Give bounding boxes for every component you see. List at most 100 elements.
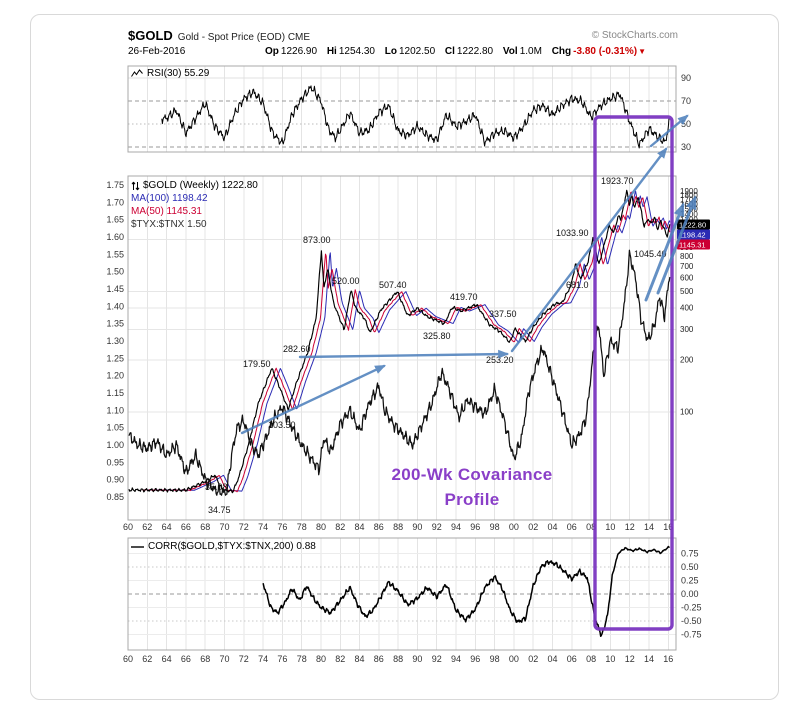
svg-text:72: 72 xyxy=(239,522,249,532)
svg-text:96: 96 xyxy=(470,654,480,664)
open-value: 1226.90 xyxy=(280,46,318,57)
svg-text:78: 78 xyxy=(297,654,307,664)
price-tag xyxy=(677,229,710,240)
svg-text:92: 92 xyxy=(432,654,442,664)
svg-text:1.10: 1.10 xyxy=(106,405,124,415)
price-annotation: 1923.70 xyxy=(601,176,634,186)
svg-text:0.00: 0.00 xyxy=(681,589,699,599)
svg-text:10: 10 xyxy=(605,522,615,532)
svg-text:62: 62 xyxy=(142,654,152,664)
svg-text:1222.80: 1222.80 xyxy=(679,221,706,230)
svg-text:70: 70 xyxy=(219,522,229,532)
svg-text:-0.50: -0.50 xyxy=(681,616,702,626)
svg-text:98: 98 xyxy=(490,522,500,532)
svg-text:68: 68 xyxy=(200,522,210,532)
open-label: Op xyxy=(265,46,279,57)
svg-text:94: 94 xyxy=(451,654,461,664)
price-annotation: 1045.40 xyxy=(634,249,667,259)
svg-text:68: 68 xyxy=(200,654,210,664)
legend-gold-label: $GOLD (Weekly) 1222.80 xyxy=(143,180,258,191)
svg-text:06: 06 xyxy=(567,654,577,664)
svg-text:1.40: 1.40 xyxy=(106,301,124,311)
legend-ma50-label: MA(50) 1145.31 xyxy=(131,206,202,217)
price-annotation: 873.00 xyxy=(303,235,331,245)
svg-text:60: 60 xyxy=(123,522,133,532)
price-annotation: 179.50 xyxy=(243,359,271,369)
svg-text:1.30: 1.30 xyxy=(106,336,124,346)
svg-text:1.05: 1.05 xyxy=(106,423,124,433)
svg-text:86: 86 xyxy=(374,522,384,532)
change-down-icon: ▼ xyxy=(638,47,646,56)
svg-text:700: 700 xyxy=(680,262,694,271)
svg-text:86: 86 xyxy=(374,654,384,664)
price-annotation: 520.00 xyxy=(332,276,360,286)
svg-text:1.15: 1.15 xyxy=(106,388,124,398)
svg-text:1.55: 1.55 xyxy=(106,249,124,259)
panel-borders xyxy=(127,65,677,651)
trend-arrow xyxy=(656,195,697,295)
high-label: Hi xyxy=(326,46,337,57)
trend-arrow xyxy=(649,114,689,148)
low-value: 1202.50 xyxy=(398,46,436,57)
trend-arrow xyxy=(298,349,510,359)
rsi-label-text: RSI(30) 55.29 xyxy=(147,68,210,79)
rsi-indicator-label: RSI(30) 55.29 xyxy=(131,68,209,79)
corr-indicator-label: CORR($GOLD,$TYX:$TNX,200) 0.88 xyxy=(131,541,316,552)
line-swatch-icon xyxy=(131,545,144,548)
svg-text:200: 200 xyxy=(680,356,694,365)
quote-line: Op 1226.90 Hi 1254.30 Lo 1202.50 Cl 1222.80 … xyxy=(265,46,646,57)
gold-price-line xyxy=(128,189,671,494)
price-annotation: 507.40 xyxy=(379,280,407,290)
svg-text:64: 64 xyxy=(162,522,172,532)
svg-text:76: 76 xyxy=(277,522,287,532)
svg-text:0.50: 0.50 xyxy=(681,562,699,572)
svg-text:14: 14 xyxy=(644,522,654,532)
svg-text:100: 100 xyxy=(680,408,694,417)
stockcharts-credit: © StockCharts.com xyxy=(591,30,678,41)
volume-label: Vol xyxy=(502,46,518,57)
svg-text:64: 64 xyxy=(162,654,172,664)
svg-text:0.85: 0.85 xyxy=(106,492,124,502)
corr-label-text: CORR($GOLD,$TYX:$TNX,200) 0.88 xyxy=(148,541,316,552)
svg-text:80: 80 xyxy=(316,522,326,532)
svg-text:14: 14 xyxy=(644,654,654,664)
svg-text:0.25: 0.25 xyxy=(681,576,699,586)
svg-text:10: 10 xyxy=(605,654,615,664)
price-annotation: 103.50 xyxy=(268,420,296,430)
svg-text:1.20: 1.20 xyxy=(106,371,124,381)
svg-text:16: 16 xyxy=(663,522,673,532)
svg-text:1.25: 1.25 xyxy=(106,353,124,363)
svg-text:0.75: 0.75 xyxy=(681,549,699,559)
low-label: Lo xyxy=(384,46,397,57)
main-legend: $GOLD (Weekly) 1222.80 MA(100) 1198.42 M… xyxy=(131,179,258,231)
close-label: Cl xyxy=(444,46,455,57)
svg-text:66: 66 xyxy=(181,522,191,532)
price-annotation: 35.08 xyxy=(205,482,228,492)
svg-text:1.50: 1.50 xyxy=(106,267,124,277)
change-value: -3.80 (-0.31%) xyxy=(573,46,638,57)
svg-text:90: 90 xyxy=(412,654,422,664)
svg-text:00: 00 xyxy=(509,654,519,664)
svg-text:94: 94 xyxy=(451,522,461,532)
svg-text:84: 84 xyxy=(354,654,364,664)
svg-text:1198.42: 1198.42 xyxy=(679,231,706,240)
svg-text:1.45: 1.45 xyxy=(106,284,124,294)
svg-text:600: 600 xyxy=(680,273,694,282)
svg-text:1.70: 1.70 xyxy=(106,197,124,207)
overlay-drawings xyxy=(240,114,697,631)
trend-arrow xyxy=(510,147,668,353)
price-annotation: 419.70 xyxy=(450,292,478,302)
svg-text:30: 30 xyxy=(681,142,691,152)
series-lines xyxy=(128,85,671,638)
price-annotations: 873.00 520.00 507.40 419.70 337.50 325.80 282.… xyxy=(205,176,667,515)
svg-text:12: 12 xyxy=(625,522,635,532)
legend-ma100-label: MA(100) 1198.42 xyxy=(131,193,208,204)
svg-text:1.35: 1.35 xyxy=(106,319,124,329)
svg-text:82: 82 xyxy=(335,654,345,664)
svg-text:74: 74 xyxy=(258,522,268,532)
symbol-ticker: $GOLD xyxy=(128,28,173,43)
svg-text:98: 98 xyxy=(490,654,500,664)
svg-text:90: 90 xyxy=(681,73,691,83)
covariance-note-line2: Profile xyxy=(444,490,500,509)
